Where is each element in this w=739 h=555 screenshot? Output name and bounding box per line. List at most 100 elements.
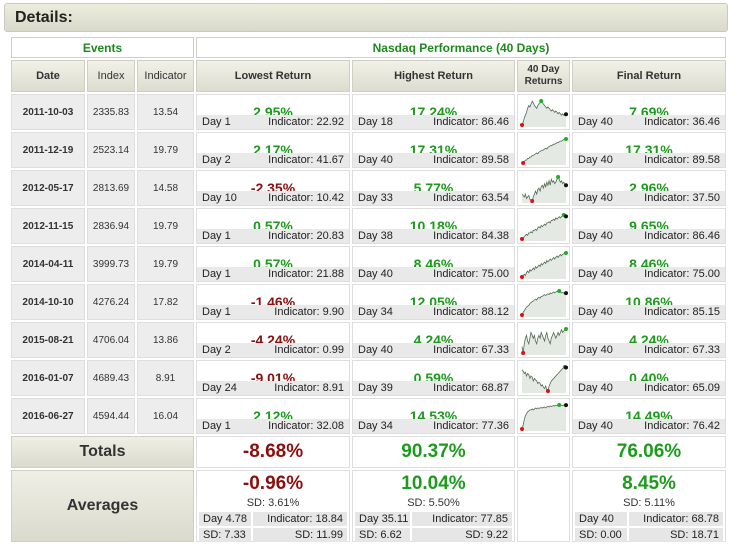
sparkline-low-marker (519, 274, 524, 279)
final-return-day: Day 40 (578, 382, 613, 394)
lowest-return-day: Day 2 (202, 344, 231, 356)
averages-final-detail-left: Day 40 (575, 512, 627, 526)
averages-lowest-detail-left-text: Day 4.78 (203, 513, 248, 525)
sparkline-final-marker (563, 364, 568, 369)
event-date: 2012-11-15 (11, 208, 85, 244)
final-return-detail: Day 40 Indicator: 36.46 (573, 115, 725, 129)
column-header-lowest-return[interactable]: Lowest Return (196, 60, 350, 92)
event-index: 4276.24 (87, 284, 135, 320)
final-return-detail: Day 40 Indicator: 75.00 (573, 267, 725, 281)
highest-return: 4.24% Day 40 Indicator: 67.33 (352, 322, 515, 358)
final-return-detail: Day 40 Indicator: 86.46 (573, 229, 725, 243)
sparkline-cell[interactable] (517, 94, 570, 130)
highest-return: 17.31% Day 40 Indicator: 89.58 (352, 132, 515, 168)
table-row: 2016-06-27 4594.44 16.04 2.12% Day 1 Indicato… (11, 398, 726, 434)
lowest-return: 2.95% Day 1 Indicator: 22.92 (196, 94, 350, 130)
sparkline-cell[interactable] (517, 170, 570, 206)
averages-final-sd-detail-left: SD: 0.00 (575, 528, 627, 542)
lowest-return-indicator: Indicator: 8.91 (274, 382, 344, 394)
nasdaq-section-header: Nasdaq Performance (40 Days) (196, 37, 726, 58)
sparkline-area (521, 252, 566, 279)
averages-highest: 10.04% SD: 5.50% Day 35.11 Indicator: 77.85… (352, 470, 515, 542)
events-section-header: Events (11, 37, 194, 58)
sparkline-cell[interactable] (517, 284, 570, 320)
highest-return-detail: Day 39 Indicator: 68.87 (353, 381, 514, 395)
averages-highest-sd: SD: 5.50% (407, 497, 460, 509)
highest-return-indicator: Indicator: 84.38 (433, 230, 509, 242)
final-return-day: Day 40 (578, 268, 613, 280)
event-indicator: 16.04 (137, 398, 194, 434)
sparkline-low-marker (545, 388, 550, 393)
highest-return-indicator: Indicator: 75.00 (433, 268, 509, 280)
table-row: 2012-11-15 2836.94 19.79 0.57% Day 1 Indicato… (11, 208, 726, 244)
sparkline-high-marker (563, 326, 568, 331)
sparkline-chart (519, 98, 568, 127)
averages-highest-detail-right: Indicator: 77.85 (412, 512, 512, 526)
final-return-day: Day 40 (578, 306, 613, 318)
column-header-40-day-returns[interactable]: 40 Day Returns (517, 60, 570, 92)
averages-highest-sd-detail-right-text: SD: 9.22 (465, 529, 508, 541)
sparkline-cell[interactable] (517, 132, 570, 168)
event-date: 2014-10-10 (11, 284, 85, 320)
final-return-indicator: Indicator: 36.46 (644, 116, 720, 128)
final-return: 0.40% Day 40 Indicator: 65.09 (572, 360, 726, 396)
event-indicator: 14.58 (137, 170, 194, 206)
final-return-indicator: Indicator: 76.42 (644, 420, 720, 432)
sparkline-high-marker (538, 98, 543, 103)
final-return-day: Day 40 (578, 116, 613, 128)
sparkline-cell[interactable] (517, 208, 570, 244)
final-return: 7.69% Day 40 Indicator: 36.46 (572, 94, 726, 130)
lowest-return-detail: Day 24 Indicator: 8.91 (197, 381, 349, 395)
highest-return: 10.18% Day 38 Indicator: 84.38 (352, 208, 515, 244)
sparkline-line (521, 252, 566, 277)
event-index: 2836.94 (87, 208, 135, 244)
sparkline-high-marker (563, 136, 568, 141)
table-row: 2015-08-21 4706.04 13.86 -4.24% Day 2 Indicat… (11, 322, 726, 358)
lowest-return-detail: Day 1 Indicator: 21.88 (197, 267, 349, 281)
column-header-40-day-line2: Returns (524, 76, 563, 87)
final-return-detail: Day 40 Indicator: 37.50 (573, 191, 725, 205)
sparkline-chart (521, 174, 568, 203)
lowest-return-detail: Day 2 Indicator: 0.99 (197, 343, 349, 357)
sparkline-low-marker (529, 198, 534, 203)
final-return-indicator: Indicator: 65.09 (644, 382, 720, 394)
highest-return: 0.59% Day 39 Indicator: 68.87 (352, 360, 515, 396)
table-row: 2014-10-10 4276.24 17.82 -1.46% Day 1 Indicat… (11, 284, 726, 320)
totals-label: Totals (11, 436, 194, 468)
event-indicator: 19.79 (137, 132, 194, 168)
column-header-index[interactable]: Index (87, 60, 135, 92)
lowest-return-detail: Day 2 Indicator: 41.67 (197, 153, 349, 167)
sparkline-cell[interactable] (517, 322, 570, 358)
sparkline-chart (519, 212, 568, 241)
averages-row: Averages -0.96% SD: 3.61% Day 4.78 Indicator… (11, 470, 726, 542)
event-date: 2016-01-07 (11, 360, 85, 396)
sparkline-final-marker (563, 213, 568, 218)
final-return: 8.46% Day 40 Indicator: 75.00 (572, 246, 726, 282)
sparkline-low-marker (519, 312, 524, 317)
event-indicator: 19.79 (137, 208, 194, 244)
sparkline-cell[interactable] (517, 246, 570, 282)
averages-final-sd-detail: SD: 0.00 SD: 18.71 (575, 528, 723, 542)
averages-final-sd: SD: 5.11% (623, 497, 675, 509)
sparkline-cell[interactable] (517, 360, 570, 396)
column-header-indicator[interactable]: Indicator (137, 60, 194, 92)
sparkline-high-marker (556, 288, 561, 293)
averages-final-detail-left-text: Day 40 (579, 513, 614, 525)
lowest-return-day: Day 1 (202, 420, 231, 432)
column-header-highest-return[interactable]: Highest Return (352, 60, 515, 92)
totals-final: 76.06% (572, 436, 726, 468)
final-return-indicator: Indicator: 89.58 (644, 154, 720, 166)
highest-return-detail: Day 40 Indicator: 89.58 (353, 153, 514, 167)
sparkline-cell[interactable] (517, 398, 570, 434)
column-header-final-return[interactable]: Final Return (572, 60, 726, 92)
final-return: 9.65% Day 40 Indicator: 86.46 (572, 208, 726, 244)
final-return-day: Day 40 (578, 344, 613, 356)
column-header-date[interactable]: Date (11, 60, 85, 92)
final-return-indicator: Indicator: 75.00 (644, 268, 720, 280)
averages-highest-detail-left: Day 35.11 (355, 512, 410, 526)
totals-sparkline-blank (517, 436, 570, 468)
event-indicator: 17.82 (137, 284, 194, 320)
final-return: 10.86% Day 40 Indicator: 85.15 (572, 284, 726, 320)
table-row: 2011-10-03 2335.83 13.54 2.95% Day 1 Indicato… (11, 94, 726, 130)
